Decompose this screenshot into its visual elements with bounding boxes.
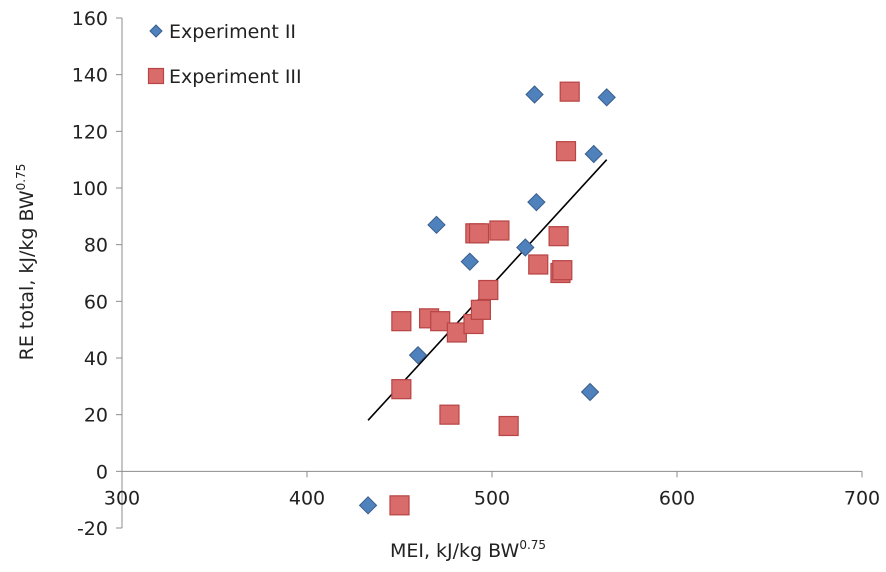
y-axis-title: RE total, kJ/kg BW0.75: [14, 164, 38, 361]
y-tick-label: 160: [72, 8, 108, 30]
x-tick-labels: 300 400 500 600 700: [104, 471, 880, 509]
square-point: [552, 260, 573, 281]
legend-marker: [147, 67, 165, 85]
y-tick-label: 100: [72, 178, 108, 200]
y-tick-labels: -20 0 20 40 60 80 100 120 140 160: [72, 8, 122, 540]
diamond-point: [597, 88, 616, 107]
legend-marker: [149, 24, 163, 38]
diamond-point: [527, 192, 546, 212]
square-point: [439, 404, 460, 425]
x-tick-label: 500: [474, 487, 510, 509]
square-point: [555, 141, 577, 162]
square-point: [548, 226, 569, 247]
square-point: [389, 495, 410, 516]
square-point: [470, 299, 491, 320]
diamond-point: [525, 85, 544, 104]
diamond-point: [427, 215, 446, 235]
square-point: [478, 279, 499, 301]
diamond-point: [580, 382, 600, 402]
x-tick-label: 700: [844, 487, 880, 509]
square-point: [528, 254, 549, 275]
y-tick-label: 0: [96, 461, 108, 483]
series-experiment-ii: [358, 85, 616, 515]
series-experiment-iii: [389, 81, 580, 516]
y-tick-label: 80: [84, 235, 108, 257]
square-point: [498, 415, 519, 437]
diamond-point: [516, 238, 535, 257]
x-axis-title: MEI, kJ/kg BW0.75: [390, 538, 546, 562]
square-point: [468, 223, 490, 244]
y-tick-label: 60: [84, 291, 108, 313]
legend-label: Experiment II: [169, 21, 296, 43]
axes: [121, 18, 862, 528]
y-tick-label: 120: [72, 121, 108, 143]
y-tick-label: 140: [72, 65, 108, 87]
legend-label: Experiment III: [169, 66, 302, 88]
legend: Experiment II Experiment III: [147, 21, 302, 88]
x-tick-label: 300: [104, 487, 140, 509]
square-point: [391, 379, 412, 400]
diamond-point: [358, 496, 378, 515]
y-tick-label: 40: [84, 348, 108, 370]
y-tick-label: -20: [77, 518, 108, 540]
square-point: [430, 311, 451, 332]
diamond-point: [408, 345, 428, 365]
square-point: [489, 220, 510, 241]
diamond-point: [584, 144, 603, 164]
diamond-point: [460, 252, 480, 271]
x-tick-label: 400: [289, 487, 325, 509]
square-point: [559, 81, 580, 102]
square-point: [391, 311, 412, 332]
y-tick-label: 20: [84, 405, 108, 427]
data-points: [358, 81, 616, 516]
x-tick-label: 600: [659, 487, 695, 509]
